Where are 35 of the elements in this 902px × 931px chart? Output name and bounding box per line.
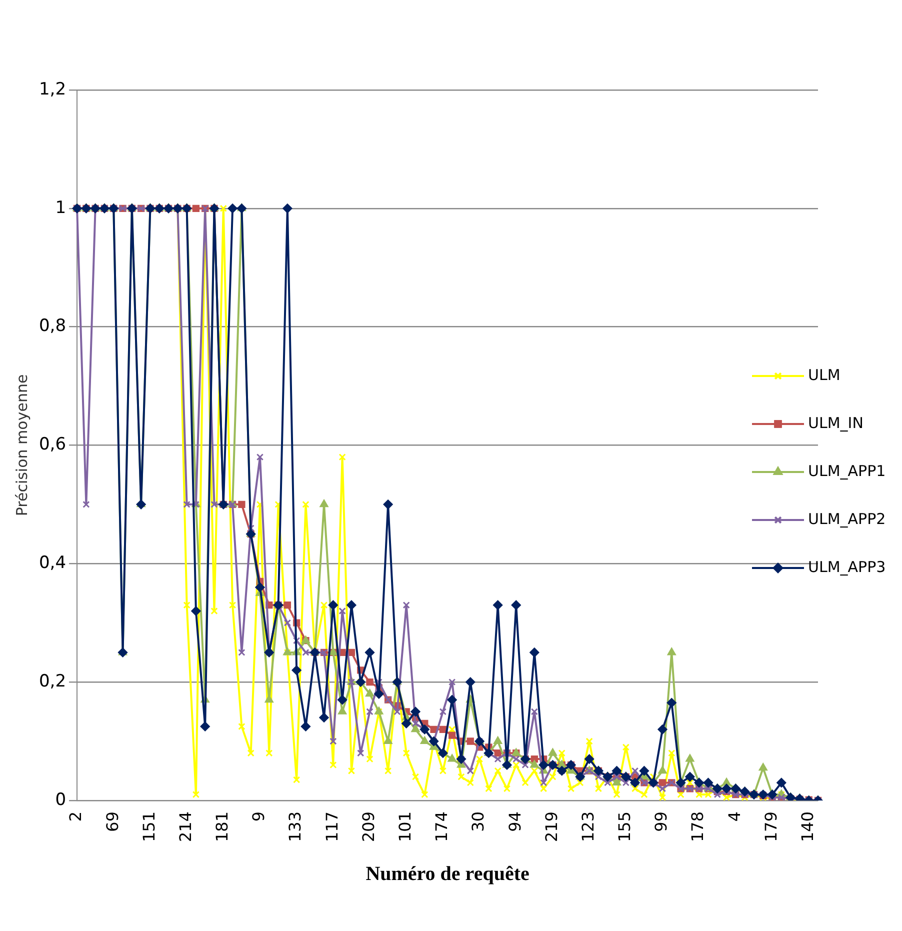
legend-label: ULM_APP3 bbox=[808, 558, 886, 576]
x-tick-label: 99 bbox=[652, 811, 671, 832]
x-tick-label: 219 bbox=[542, 811, 561, 842]
x-tick-label: 2 bbox=[66, 811, 86, 822]
x-tick-label: 101 bbox=[396, 811, 415, 842]
legend-label: ULM_IN bbox=[808, 414, 864, 432]
x-axis-title: Numéro de requête bbox=[366, 863, 530, 886]
x-tick-label: 69 bbox=[102, 811, 122, 832]
y-tick-label: 1,2 bbox=[38, 79, 66, 100]
y-tick-label: 0,2 bbox=[38, 671, 66, 692]
x-tick-label: 123 bbox=[578, 811, 598, 842]
y-tick-label: 1 bbox=[55, 198, 66, 218]
x-tick-label: 181 bbox=[212, 811, 232, 842]
y-tick-label: 0,4 bbox=[38, 553, 66, 574]
legend-label: ULM_APP1 bbox=[808, 462, 886, 480]
x-tick-label: 94 bbox=[505, 811, 524, 832]
y-axis-title: Précision moyenne bbox=[12, 374, 31, 516]
x-tick-label: 133 bbox=[286, 811, 305, 842]
x-tick-label: 214 bbox=[176, 811, 195, 842]
x-tick-label: 174 bbox=[432, 811, 452, 842]
x-tick-label: 209 bbox=[358, 811, 378, 842]
y-tick-label: 0 bbox=[55, 790, 66, 810]
x-tick-label: 155 bbox=[615, 811, 634, 842]
legend-label: ULM_APP2 bbox=[808, 510, 886, 528]
y-tick-label: 0,8 bbox=[38, 316, 66, 336]
x-tick-label: 140 bbox=[798, 811, 818, 842]
x-tick-label: 117 bbox=[322, 811, 342, 842]
x-tick-label: 178 bbox=[688, 811, 708, 842]
x-tick-label: 179 bbox=[761, 811, 780, 842]
x-tick-label: 30 bbox=[468, 811, 488, 832]
x-tick-label: 9 bbox=[249, 811, 268, 822]
y-tick-label: 0,6 bbox=[38, 434, 66, 455]
x-tick-label: 151 bbox=[139, 811, 158, 842]
x-tick-label: 4 bbox=[724, 811, 744, 822]
legend-label: ULM bbox=[808, 366, 840, 384]
